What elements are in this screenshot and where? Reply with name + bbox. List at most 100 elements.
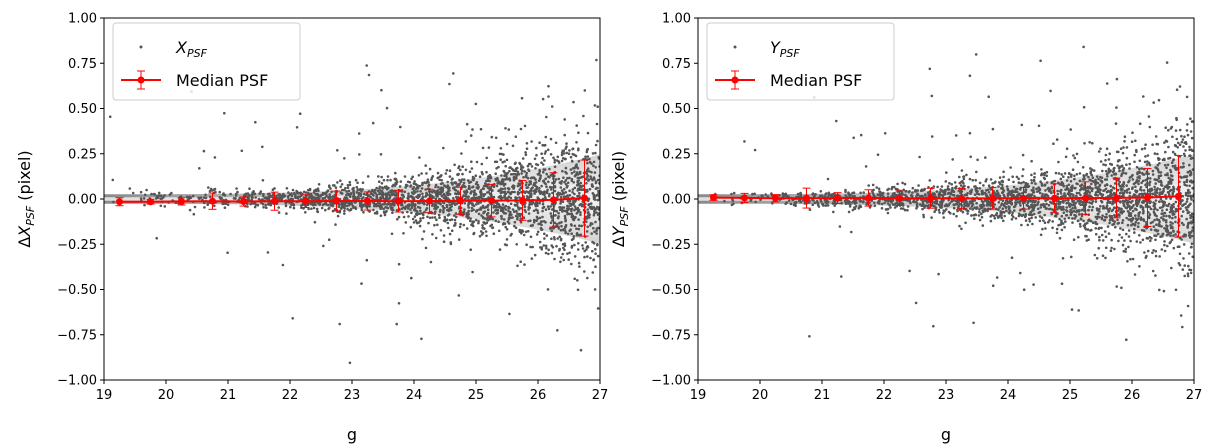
scatter-point (851, 191, 854, 195)
scatter-point (323, 196, 327, 200)
scatter-point (1037, 124, 1041, 128)
scatter-point (1188, 154, 1191, 157)
scatter-point (463, 194, 467, 198)
scatter-point (1127, 229, 1131, 232)
scatter-point (957, 204, 960, 208)
scatter-point (593, 230, 596, 234)
median-point (550, 196, 557, 204)
scatter-point (1137, 217, 1140, 220)
scatter-point (386, 206, 390, 210)
scatter-point (356, 181, 359, 185)
scatter-point (436, 171, 440, 175)
scatter-point (420, 187, 424, 190)
scatter-point (479, 190, 482, 193)
scatter-point (259, 190, 263, 193)
scatter-point (568, 189, 571, 193)
scatter-point (533, 192, 536, 195)
scatter-point (442, 146, 445, 150)
scatter-point (397, 302, 401, 305)
scatter-point (1022, 288, 1026, 292)
scatter-point (481, 226, 485, 230)
scatter-point (543, 193, 546, 196)
scatter-point (1143, 147, 1147, 150)
x-tick-label: 21 (220, 388, 237, 403)
scatter-point (525, 181, 528, 184)
scatter-point (277, 206, 281, 209)
scatter-point (518, 183, 522, 187)
scatter-point (343, 209, 346, 213)
scatter-point (150, 192, 153, 196)
scatter-point (540, 246, 543, 249)
scatter-point (391, 211, 394, 214)
scatter-point (824, 192, 827, 196)
scatter-point (597, 206, 600, 209)
scatter-point (581, 244, 584, 247)
scatter-point (1075, 191, 1079, 195)
scatter-point (1126, 223, 1130, 227)
scatter-point (886, 192, 890, 195)
scatter-point (519, 260, 522, 264)
scatter-point (1105, 82, 1109, 85)
scatter-point (1073, 209, 1076, 213)
scatter-point (850, 230, 853, 234)
scatter-point (448, 203, 452, 207)
scatter-point (469, 134, 473, 137)
scatter-point (586, 208, 589, 211)
scatter-point (386, 178, 389, 182)
scatter-point (559, 260, 562, 264)
scatter-point (923, 206, 926, 209)
scatter-point (588, 187, 592, 191)
scatter-point (948, 195, 952, 198)
scatter-point (278, 193, 282, 197)
scatter-point (944, 180, 948, 183)
median-point (395, 197, 402, 205)
scatter-point (1189, 268, 1193, 272)
scatter-point (514, 135, 518, 138)
scatter-point (430, 190, 434, 193)
scatter-points (108, 58, 600, 365)
scatter-point (502, 222, 506, 225)
scatter-point (986, 207, 990, 211)
scatter-point (554, 178, 558, 181)
scatter-point (1156, 232, 1160, 236)
scatter-point (1156, 229, 1160, 232)
scatter-point (460, 178, 464, 181)
scatter-point (1185, 178, 1189, 182)
scatter-point (901, 181, 904, 185)
scatter-point (264, 204, 268, 207)
scatter-point (1082, 219, 1085, 223)
scatter-point (945, 208, 948, 211)
scatter-point (1172, 234, 1175, 237)
scatter-point (1079, 203, 1082, 206)
scatter-point (1170, 161, 1174, 164)
scatter-point (1137, 222, 1140, 225)
scatter-point (386, 175, 390, 178)
median-series (115, 159, 589, 237)
scatter-point (1138, 177, 1141, 180)
scatter-point (1163, 243, 1166, 247)
scatter-point (453, 214, 456, 217)
scatter-point (877, 200, 880, 203)
scatter-point (561, 252, 564, 256)
scatter-point (1001, 207, 1005, 210)
scatter-point (380, 88, 383, 92)
scatter-point (1108, 152, 1111, 155)
scatter-point (1078, 172, 1082, 175)
scatter-point (463, 190, 466, 193)
scatter-point (1182, 145, 1185, 148)
scatter-point (511, 168, 515, 172)
scatter-point (345, 197, 349, 201)
scatter-point (1140, 193, 1143, 196)
scatter-point (434, 183, 438, 187)
scatter-point (823, 195, 827, 198)
scatter-point (459, 168, 462, 172)
scatter-point (876, 153, 880, 156)
scatter-point (1031, 222, 1034, 226)
scatter-point (521, 157, 525, 160)
scatter-point (1018, 209, 1022, 212)
scatter-point (152, 192, 156, 196)
scatter-point (594, 220, 597, 224)
scatter-point (563, 118, 566, 121)
scatter-point (299, 191, 303, 194)
scatter-point (1162, 289, 1166, 293)
